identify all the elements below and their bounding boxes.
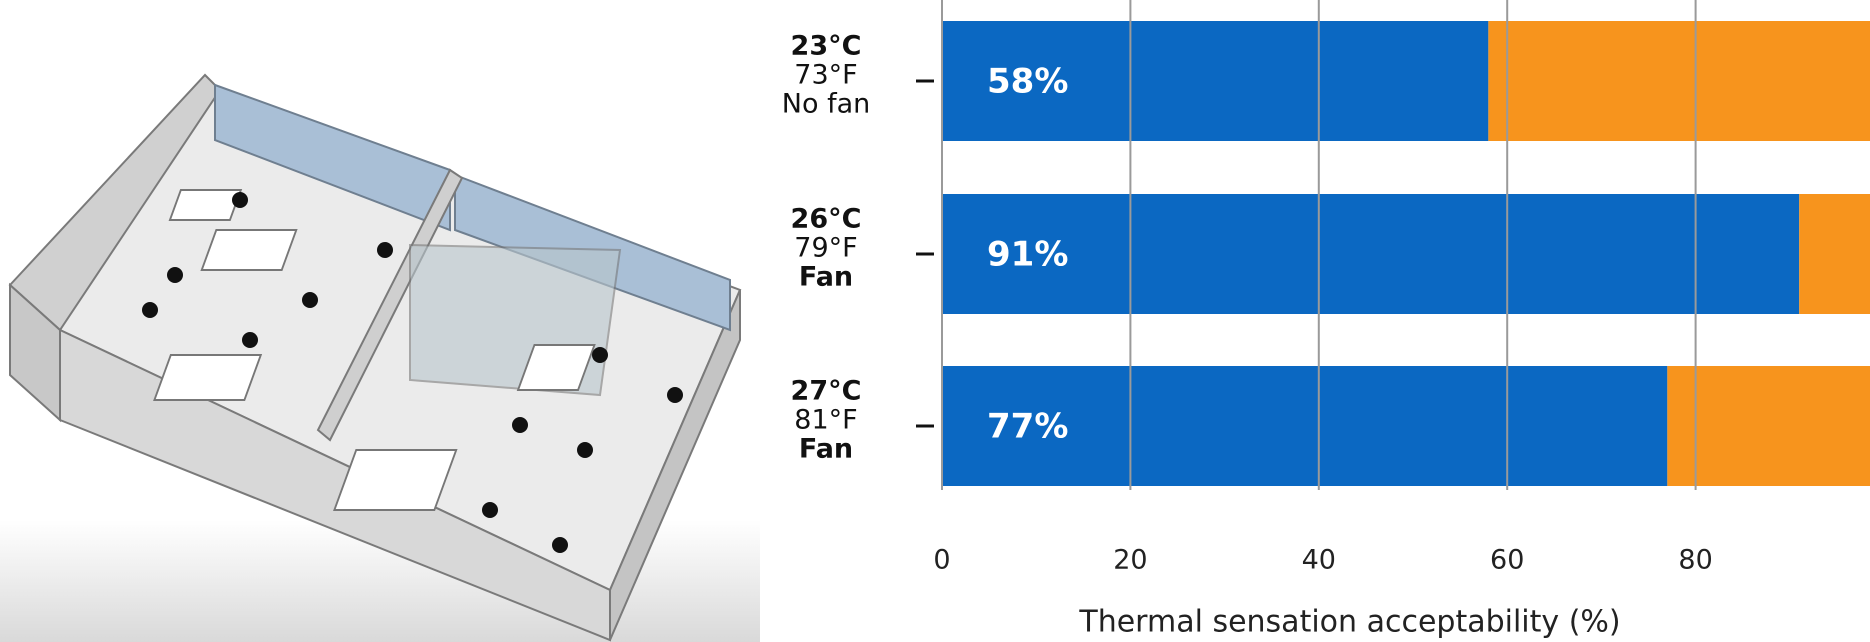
plot-area — [942, 21, 1870, 486]
bar-segment — [1799, 194, 1870, 314]
category-label: 73°F — [794, 60, 857, 91]
bar-segment — [942, 194, 1800, 314]
office-illustration — [0, 73, 760, 642]
category-label: 23°C — [791, 31, 862, 62]
value-label: 91% — [987, 235, 1068, 275]
x-tick-label: 20 — [1113, 545, 1147, 576]
category-label: Fan — [799, 262, 853, 293]
x-tick-label: 40 — [1302, 545, 1336, 576]
bar-segment — [1488, 21, 1870, 141]
bar-segment — [942, 21, 1489, 141]
category-label: Fan — [799, 434, 853, 465]
category-label: 79°F — [794, 233, 857, 264]
x-axis-title: Thermal sensation acceptability (%) — [1078, 605, 1620, 640]
x-tick-label: 80 — [1678, 545, 1712, 576]
category-label: 26°C — [791, 204, 862, 235]
value-label: 58% — [987, 62, 1068, 102]
category-label: No fan — [782, 89, 870, 120]
x-tick-label: 60 — [1490, 545, 1524, 576]
bar-segment — [942, 366, 1668, 486]
bar-segment — [1667, 366, 1870, 486]
category-label: 81°F — [794, 405, 857, 436]
category-label: 27°C — [791, 376, 862, 407]
x-tick-label: 0 — [933, 545, 950, 576]
value-label: 77% — [987, 407, 1068, 447]
